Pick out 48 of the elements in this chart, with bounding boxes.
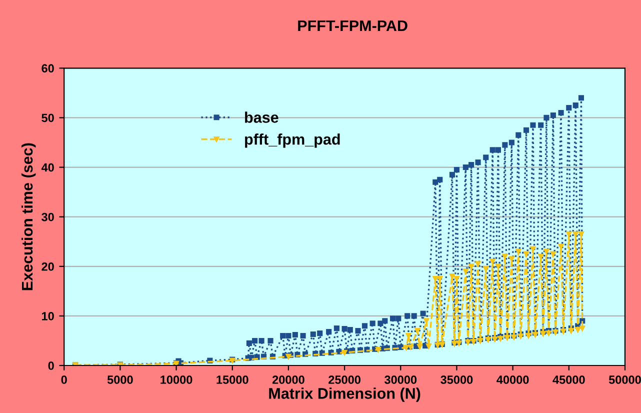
- legend-label: pfft_fpm_pad: [245, 134, 340, 148]
- point: [526, 332, 532, 339]
- point: [566, 231, 572, 237]
- point: [530, 246, 536, 252]
- point: [516, 248, 522, 254]
- point: [462, 268, 468, 274]
- x-tick-label: 5000: [107, 376, 133, 384]
- point: [475, 261, 481, 267]
- x-tick-label: 15000: [216, 376, 248, 384]
- point: [502, 254, 508, 260]
- y-tick-label: 40: [41, 163, 54, 172]
- point: [483, 266, 489, 272]
- point: [546, 330, 552, 336]
- point: [490, 258, 496, 264]
- point: [544, 248, 550, 254]
- point: [575, 327, 581, 333]
- y-tick-label: 50: [42, 114, 54, 122]
- y-axis-title: Execution time (sec): [21, 143, 36, 290]
- legend-label: base: [245, 112, 278, 123]
- point: [550, 251, 556, 257]
- y-tick-label: 0: [48, 362, 54, 370]
- y-tick-label: 10: [42, 312, 54, 320]
- x-axis-title: Matrix Dimension (N): [269, 388, 420, 402]
- point: [538, 254, 544, 260]
- point: [468, 264, 474, 270]
- x-tick-label: 35000: [440, 376, 473, 384]
- point: [414, 328, 420, 334]
- x-tick-label: 20000: [272, 376, 304, 384]
- point: [558, 244, 564, 250]
- y-tick-label: 30: [42, 212, 54, 222]
- point: [508, 256, 514, 262]
- x-tick-label: 0: [61, 376, 67, 384]
- point: [424, 318, 430, 324]
- point: [580, 326, 586, 332]
- x-tick-label: 10000: [160, 376, 192, 384]
- point: [572, 231, 578, 237]
- x-tick-label: 45000: [552, 376, 585, 384]
- point: [568, 328, 574, 334]
- x-tick-label: 30000: [384, 376, 417, 384]
- y-tick-label: 20: [42, 262, 54, 271]
- x-tick-label: 50000: [608, 376, 641, 384]
- y-tick-label: 60: [42, 64, 54, 73]
- chart-title: PFFT-FPM-PAD: [298, 20, 408, 31]
- x-tick-label: 40000: [496, 376, 529, 384]
- point: [578, 231, 584, 237]
- point: [432, 276, 438, 282]
- point: [523, 251, 530, 257]
- x-tick-label: 25000: [328, 376, 360, 384]
